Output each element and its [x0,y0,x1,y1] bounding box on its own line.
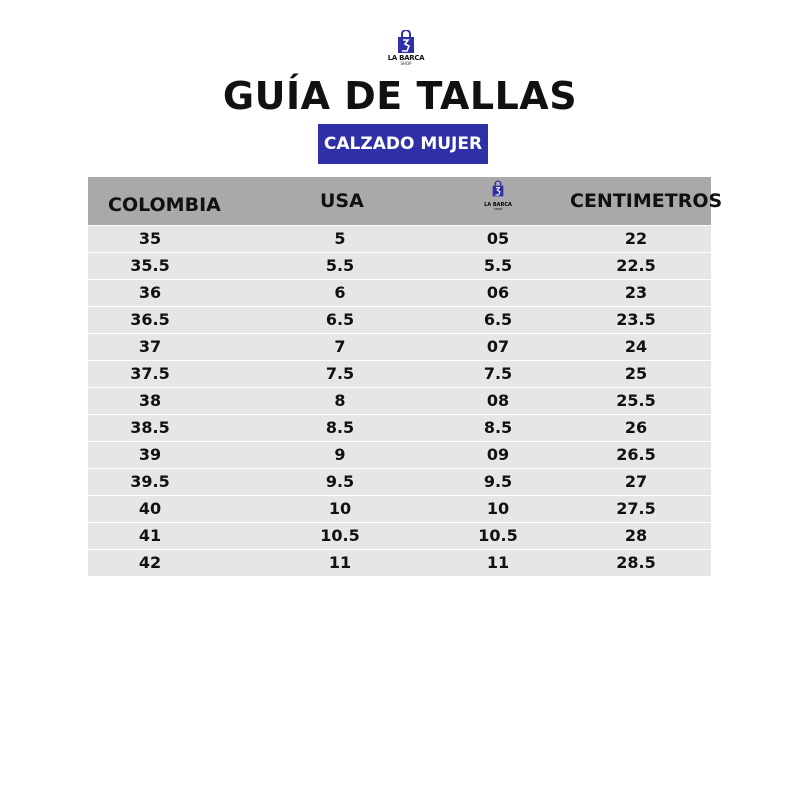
cell-usa: 9.5 [325,472,355,491]
cell-cm: 22.5 [616,256,656,275]
cell-la-barca: 07 [486,337,510,356]
cell-usa: 11 [328,553,352,572]
cell-cm: 26 [624,418,648,437]
table-row: 38.5 8.5 8.5 26 [88,414,711,441]
cell-cm: 27 [624,472,648,491]
cell-cm: 26.5 [616,445,656,464]
cell-la-barca: 10 [486,499,510,518]
cell-cm: 27.5 [616,499,656,518]
table-row: 42 11 11 28.5 [88,549,711,576]
cell-colombia: 38.5 [130,418,170,437]
cell-usa: 7.5 [325,364,355,383]
page-title: GUÍA DE TALLAS [222,74,578,118]
cell-la-barca: 11 [486,553,510,572]
table-row: 39.5 9.5 9.5 27 [88,468,711,495]
table-row: 36.5 6.5 6.5 23.5 [88,306,711,333]
header-logo-text: LA BARCA [484,202,512,208]
shopping-bag-icon [492,180,504,197]
cell-usa: 5.5 [325,256,355,275]
cell-colombia: 39.5 [130,472,170,491]
cell-cm: 25.5 [616,391,656,410]
cell-la-barca: 09 [486,445,510,464]
cell-colombia: 37.5 [130,364,170,383]
cell-colombia: 35 [138,229,162,248]
cell-colombia: 38 [138,391,162,410]
cell-la-barca: 7.5 [483,364,513,383]
table-row: 35.5 5.5 5.5 22.5 [88,252,711,279]
cell-cm: 28 [624,526,648,545]
cell-usa: 7 [334,337,346,356]
cell-la-barca: 9.5 [483,472,513,491]
cell-usa: 10 [328,499,352,518]
header-centimetros: CENTIMETROS [570,190,723,212]
size-table: COLOMBIA USA LA BARCA SHOP CENTIMETROS 3… [88,177,722,576]
table-row: 38 8 08 25.5 [88,387,711,414]
cell-colombia: 41 [138,526,162,545]
logo-subtext: SHOP [400,61,412,66]
cell-cm: 28.5 [616,553,656,572]
cell-colombia: 39 [138,445,162,464]
cell-colombia: 36 [138,283,162,302]
cell-cm: 25 [624,364,648,383]
cell-usa: 6.5 [325,310,355,329]
cell-cm: 23 [624,283,648,302]
cell-colombia: 37 [138,337,162,356]
cell-la-barca: 06 [486,283,510,302]
table-row: 35 5 05 22 [88,225,711,252]
header-la-barca-logo: LA BARCA SHOP [482,180,514,211]
table-header: COLOMBIA USA LA BARCA SHOP CENTIMETROS [88,177,722,225]
header-logo-subtext: SHOP [493,207,503,211]
cell-colombia: 35.5 [130,256,170,275]
shopping-bag-icon [398,30,414,53]
cell-la-barca: 5.5 [483,256,513,275]
cell-la-barca: 8.5 [483,418,513,437]
cell-usa: 8.5 [325,418,355,437]
table-row: 36 6 06 23 [88,279,711,306]
cell-la-barca: 05 [486,229,510,248]
category-badge: CALZADO MUJER [318,124,488,164]
cell-cm: 23.5 [616,310,656,329]
logo-text: LA BARCA [387,54,425,62]
cell-la-barca: 6.5 [483,310,513,329]
cell-usa: 8 [334,391,346,410]
cell-la-barca: 08 [486,391,510,410]
cell-la-barca: 10.5 [478,526,518,545]
cell-usa: 10.5 [320,526,360,545]
cell-colombia: 40 [138,499,162,518]
cell-colombia: 42 [138,553,162,572]
table-row: 37.5 7.5 7.5 25 [88,360,711,387]
header-colombia: COLOMBIA [108,194,221,216]
cell-usa: 9 [334,445,346,464]
table-row: 40 10 10 27.5 [88,495,711,522]
header-usa: USA [320,190,364,212]
cell-colombia: 36.5 [130,310,170,329]
cell-cm: 22 [624,229,648,248]
cell-cm: 24 [624,337,648,356]
table-row: 41 10.5 10.5 28 [88,522,711,549]
table-row: 39 9 09 26.5 [88,441,711,468]
cell-usa: 5 [334,229,346,248]
table-row: 37 7 07 24 [88,333,711,360]
la-barca-logo: LA BARCA SHOP [386,30,426,66]
cell-usa: 6 [334,283,346,302]
